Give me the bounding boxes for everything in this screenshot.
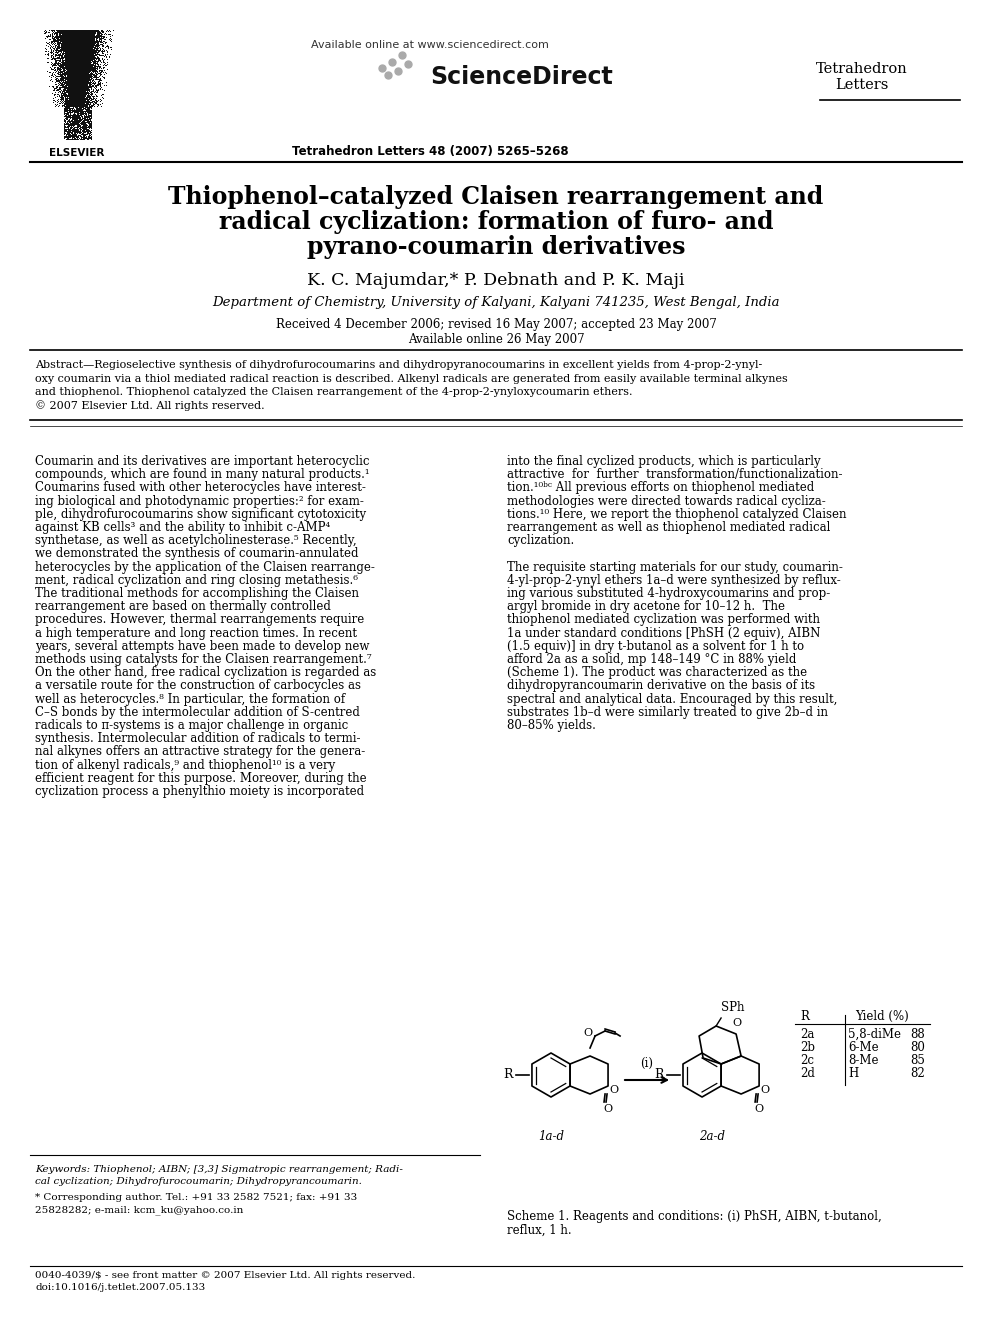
Text: synthesis. Intermolecular addition of radicals to termi-: synthesis. Intermolecular addition of ra… <box>35 732 360 745</box>
Text: ScienceDirect: ScienceDirect <box>430 65 613 89</box>
Text: 85: 85 <box>910 1054 925 1068</box>
Text: 8-Me: 8-Me <box>848 1054 879 1068</box>
Text: 88: 88 <box>910 1028 925 1041</box>
Text: ment, radical cyclization and ring closing metathesis.⁶: ment, radical cyclization and ring closi… <box>35 574 358 587</box>
Text: 4-yl-prop-2-ynyl ethers 1a–d were synthesized by reflux-: 4-yl-prop-2-ynyl ethers 1a–d were synthe… <box>507 574 841 587</box>
Text: rearrangement as well as thiophenol mediated radical: rearrangement as well as thiophenol medi… <box>507 521 830 534</box>
Text: C–S bonds by the intermolecular addition of S-centred: C–S bonds by the intermolecular addition… <box>35 705 360 718</box>
Text: 82: 82 <box>910 1068 925 1080</box>
Text: K. C. Majumdar,* P. Debnath and P. K. Maji: K. C. Majumdar,* P. Debnath and P. K. Ma… <box>308 273 684 288</box>
Text: into the final cyclized products, which is particularly: into the final cyclized products, which … <box>507 455 820 468</box>
Text: cyclization process a phenylthio moiety is incorporated: cyclization process a phenylthio moiety … <box>35 785 364 798</box>
Text: tions.¹⁰ Here, we report the thiophenol catalyzed Claisen: tions.¹⁰ Here, we report the thiophenol … <box>507 508 846 521</box>
Text: years, several attempts have been made to develop new: years, several attempts have been made t… <box>35 640 369 652</box>
Text: dihydropyrancoumarin derivative on the basis of its: dihydropyrancoumarin derivative on the b… <box>507 680 815 692</box>
Text: pyrano-coumarin derivatives: pyrano-coumarin derivatives <box>307 235 685 259</box>
Text: 5,8-diMe: 5,8-diMe <box>848 1028 901 1041</box>
Text: argyl bromide in dry acetone for 10–12 h.  The: argyl bromide in dry acetone for 10–12 h… <box>507 601 785 613</box>
Text: a high temperature and long reaction times. In recent: a high temperature and long reaction tim… <box>35 627 357 639</box>
Text: * Corresponding author. Tel.: +91 33 2582 7521; fax: +91 33: * Corresponding author. Tel.: +91 33 258… <box>35 1193 357 1203</box>
Text: Thiophenol–catalyzed Claisen rearrangement and: Thiophenol–catalyzed Claisen rearrangeme… <box>169 185 823 209</box>
Text: cal cyclization; Dihydrofurocoumarin; Dihydropyrancoumarin.: cal cyclization; Dihydrofurocoumarin; Di… <box>35 1177 362 1185</box>
Text: O: O <box>732 1017 742 1028</box>
Text: efficient reagent for this purpose. Moreover, during the: efficient reagent for this purpose. More… <box>35 771 367 785</box>
Text: Coumarin and its derivatives are important heterocyclic: Coumarin and its derivatives are importa… <box>35 455 369 468</box>
Text: synthetase, as well as acetylcholinesterase.⁵ Recently,: synthetase, as well as acetylcholinester… <box>35 534 357 548</box>
Text: radical cyclization: formation of furo- and: radical cyclization: formation of furo- … <box>219 210 773 234</box>
Text: 80: 80 <box>910 1041 925 1054</box>
Text: SPh: SPh <box>721 1002 745 1013</box>
Text: radicals to π-systems is a major challenge in organic: radicals to π-systems is a major challen… <box>35 718 348 732</box>
Text: 25828282; e-mail: kcm_ku@yahoo.co.in: 25828282; e-mail: kcm_ku@yahoo.co.in <box>35 1205 243 1215</box>
Text: 2c: 2c <box>800 1054 814 1068</box>
Text: reflux, 1 h.: reflux, 1 h. <box>507 1224 571 1237</box>
Text: cyclization.: cyclization. <box>507 534 574 548</box>
Text: Coumarins fused with other heterocycles have interest-: Coumarins fused with other heterocycles … <box>35 482 366 495</box>
Text: H: H <box>848 1068 858 1080</box>
Text: afford 2a as a solid, mp 148–149 °C in 88% yield: afford 2a as a solid, mp 148–149 °C in 8… <box>507 654 797 665</box>
Text: ple, dihydrofurocoumarins show significant cytotoxicity: ple, dihydrofurocoumarins show significa… <box>35 508 366 521</box>
Text: ing various substituted 4-hydroxycoumarins and prop-: ing various substituted 4-hydroxycoumari… <box>507 587 830 601</box>
Text: R: R <box>655 1069 664 1081</box>
Text: 1a-d: 1a-d <box>538 1130 564 1143</box>
Text: procedures. However, thermal rearrangements require: procedures. However, thermal rearrangeme… <box>35 614 364 626</box>
Text: On the other hand, free radical cyclization is regarded as: On the other hand, free radical cyclizat… <box>35 667 376 679</box>
Text: heterocycles by the application of the Claisen rearrange-: heterocycles by the application of the C… <box>35 561 375 574</box>
Text: Keywords: Thiophenol; AIBN; [3,3] Sigmatropic rearrangement; Radi-: Keywords: Thiophenol; AIBN; [3,3] Sigmat… <box>35 1166 403 1174</box>
Text: a versatile route for the construction of carbocycles as: a versatile route for the construction o… <box>35 680 361 692</box>
Text: R: R <box>800 1009 808 1023</box>
Text: Available online at www.sciencedirect.com: Available online at www.sciencedirect.co… <box>311 40 549 50</box>
Text: thiophenol mediated cyclization was performed with: thiophenol mediated cyclization was perf… <box>507 614 820 626</box>
Text: 2a-d: 2a-d <box>699 1130 725 1143</box>
Text: Available online 26 May 2007: Available online 26 May 2007 <box>408 333 584 347</box>
Text: Department of Chemistry, University of Kalyani, Kalyani 741235, West Bengal, Ind: Department of Chemistry, University of K… <box>212 296 780 310</box>
Text: (1.5 equiv)] in dry t-butanol as a solvent for 1 h to: (1.5 equiv)] in dry t-butanol as a solve… <box>507 640 805 652</box>
Text: Yield (%): Yield (%) <box>855 1009 909 1023</box>
Text: The requisite starting materials for our study, coumarin-: The requisite starting materials for our… <box>507 561 843 574</box>
Text: oxy coumarin via a thiol mediated radical reaction is described. Alkenyl radical: oxy coumarin via a thiol mediated radica… <box>35 373 788 384</box>
Text: 1a under standard conditions [PhSH (2 equiv), AIBN: 1a under standard conditions [PhSH (2 eq… <box>507 627 820 639</box>
Text: spectral and analytical data. Encouraged by this result,: spectral and analytical data. Encouraged… <box>507 693 837 705</box>
Text: and thiophenol. Thiophenol catalyzed the Claisen rearrangement of the 4-prop-2-y: and thiophenol. Thiophenol catalyzed the… <box>35 388 633 397</box>
Text: ELSEVIER: ELSEVIER <box>50 148 105 157</box>
Text: (Scheme 1). The product was characterized as the: (Scheme 1). The product was characterize… <box>507 667 807 679</box>
Text: O: O <box>609 1085 618 1095</box>
Text: 2a: 2a <box>800 1028 814 1041</box>
Text: well as heterocycles.⁸ In particular, the formation of: well as heterocycles.⁸ In particular, th… <box>35 693 345 705</box>
Text: Tetrahedron Letters 48 (2007) 5265–5268: Tetrahedron Letters 48 (2007) 5265–5268 <box>292 146 568 157</box>
Text: compounds, which are found in many natural products.¹: compounds, which are found in many natur… <box>35 468 370 482</box>
Text: tion.¹⁰ᵇᶜ All previous efforts on thiophenol mediated: tion.¹⁰ᵇᶜ All previous efforts on thioph… <box>507 482 814 495</box>
Text: 2d: 2d <box>800 1068 814 1080</box>
Text: rearrangement are based on thermally controlled: rearrangement are based on thermally con… <box>35 601 331 613</box>
Text: ing biological and photodynamic properties:² for exam-: ing biological and photodynamic properti… <box>35 495 364 508</box>
Text: doi:10.1016/j.tetlet.2007.05.133: doi:10.1016/j.tetlet.2007.05.133 <box>35 1283 205 1293</box>
Text: R: R <box>504 1069 513 1081</box>
Text: 0040-4039/$ - see front matter © 2007 Elsevier Ltd. All rights reserved.: 0040-4039/$ - see front matter © 2007 El… <box>35 1271 416 1279</box>
Text: we demonstrated the synthesis of coumarin-annulated: we demonstrated the synthesis of coumari… <box>35 548 358 561</box>
Text: methodologies were directed towards radical cycliza-: methodologies were directed towards radi… <box>507 495 825 508</box>
Text: © 2007 Elsevier Ltd. All rights reserved.: © 2007 Elsevier Ltd. All rights reserved… <box>35 401 265 411</box>
Text: Tetrahedron: Tetrahedron <box>816 62 908 75</box>
Text: substrates 1b–d were similarly treated to give 2b–d in: substrates 1b–d were similarly treated t… <box>507 705 828 718</box>
Text: Letters: Letters <box>835 78 889 93</box>
Text: nal alkynes offers an attractive strategy for the genera-: nal alkynes offers an attractive strateg… <box>35 745 365 758</box>
Text: O: O <box>583 1028 592 1039</box>
Text: O: O <box>755 1103 764 1114</box>
Text: 2b: 2b <box>800 1041 815 1054</box>
Text: 6-Me: 6-Me <box>848 1041 879 1054</box>
Text: 80–85% yields.: 80–85% yields. <box>507 718 596 732</box>
Text: O: O <box>760 1085 769 1095</box>
Text: O: O <box>603 1103 613 1114</box>
Text: Received 4 December 2006; revised 16 May 2007; accepted 23 May 2007: Received 4 December 2006; revised 16 May… <box>276 318 716 331</box>
Text: methods using catalysts for the Claisen rearrangement.⁷: methods using catalysts for the Claisen … <box>35 654 372 665</box>
Text: The traditional methods for accomplishing the Claisen: The traditional methods for accomplishin… <box>35 587 359 601</box>
Text: Abstract—Regioselective synthesis of dihydrofurocoumarins and dihydropyranocouma: Abstract—Regioselective synthesis of dih… <box>35 360 762 370</box>
Text: attractive  for  further  transformation/functionalization-: attractive for further transformation/fu… <box>507 468 842 482</box>
Text: (i): (i) <box>641 1057 654 1070</box>
Text: Scheme 1. Reagents and conditions: (i) PhSH, AIBN, t-butanol,: Scheme 1. Reagents and conditions: (i) P… <box>507 1211 882 1222</box>
Text: tion of alkenyl radicals,⁹ and thiophenol¹⁰ is a very: tion of alkenyl radicals,⁹ and thiopheno… <box>35 758 335 771</box>
Text: against KB cells³ and the ability to inhibit c-AMP⁴: against KB cells³ and the ability to inh… <box>35 521 330 534</box>
